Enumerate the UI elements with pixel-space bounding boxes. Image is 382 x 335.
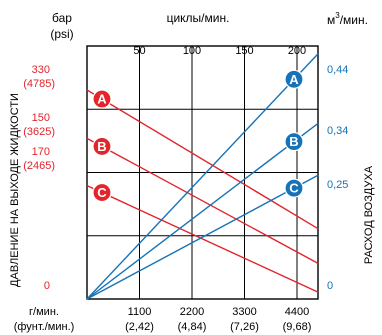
- left-axis-label: 0: [44, 280, 50, 292]
- pressure-line-c: [86, 185, 319, 293]
- right-axis-title: РАСХОД ВОЗДУХА: [363, 165, 375, 264]
- bottom-tick-label: 4400: [285, 306, 309, 318]
- right-axis-labels: 0,44 0,34 0,25 0: [327, 64, 348, 292]
- right-unit: м3/мин.: [327, 11, 368, 27]
- pressure-line-a: [86, 89, 319, 230]
- right-axis-label: 0,34: [327, 125, 348, 137]
- air-marker-a: A: [284, 69, 304, 89]
- left-axis-sublabel: (4785): [23, 78, 55, 90]
- top-axis-ticks: 50 100 150 200: [133, 45, 306, 57]
- left-axis-sublabel: (3625): [23, 126, 55, 138]
- air-marker-circle: [284, 178, 304, 198]
- pressure-marker-circle: [92, 136, 112, 157]
- bottom-tick-sublabel: (4,84): [178, 321, 207, 333]
- bottom-tick-sublabel: (9,68): [283, 321, 312, 333]
- left-axis-label: 330: [32, 64, 50, 76]
- pressure-marker-b: B: [92, 136, 112, 157]
- left-axis-labels: 330 (4785) 150 (3625) 170 (2465) 0: [23, 64, 55, 292]
- air-marker-circle: [284, 69, 304, 89]
- pressure-marker-c: C: [92, 182, 112, 203]
- right-axis-label: 0: [327, 280, 333, 292]
- air-flow-line-a: [86, 53, 319, 300]
- top-axis-title: циклы/мин.: [167, 11, 230, 25]
- right-unit-base: м: [327, 13, 335, 27]
- left-axis-sublabel: (2465): [23, 160, 55, 172]
- left-axis-title: ДАВЛЕНИЕ НА ВЫХОДЕ ЖИДКОСТИ: [9, 93, 21, 287]
- air-marker-b: B: [284, 132, 304, 152]
- pressure-marker-letter: A: [97, 92, 107, 107]
- bottom-tick-label: 1100: [128, 306, 152, 318]
- bottom-axis-ticks: 1100 (2,42) 2200 (4,84) 3300 (7,26) 4400 (9,68): [125, 306, 311, 333]
- left-axis-label: 170: [32, 146, 50, 158]
- pressure-line-b: [86, 137, 319, 264]
- air-marker-circle: [284, 132, 304, 152]
- air-marker-letter: A: [289, 72, 299, 87]
- left-unit-psi: (psi): [50, 27, 73, 41]
- left-axis-label: 150: [32, 112, 50, 124]
- pressure-marker-a: A: [92, 89, 112, 109]
- pressure-marker-circle: [92, 89, 112, 109]
- pressure-marker-letter: C: [97, 185, 107, 200]
- chart-grid: [86, 45, 319, 300]
- bottom-tick-sublabel: (7,26): [230, 321, 259, 333]
- bottom-axis-title-sub: (фунт./мин.): [14, 321, 75, 333]
- series-markers: A B C A B C: [92, 69, 304, 203]
- air-flow-line-b: [86, 122, 319, 300]
- air-marker-letter: B: [289, 134, 298, 149]
- left-unit-bar: бар: [52, 11, 72, 25]
- right-unit-tail: /мин.: [340, 13, 368, 27]
- series-lines: [86, 53, 319, 300]
- bottom-tick-label: 3300: [232, 306, 256, 318]
- air-flow-line-c: [86, 174, 319, 300]
- pressure-marker-circle: [92, 182, 112, 203]
- pressure-marker-letter: B: [97, 139, 106, 154]
- right-unit-exponent: 3: [335, 11, 340, 20]
- right-axis-label: 0,25: [327, 179, 348, 191]
- air-marker-c: C: [284, 178, 304, 198]
- bottom-tick-sublabel: (2,42): [125, 321, 154, 333]
- plot-frame: [86, 45, 319, 300]
- air-marker-letter: C: [289, 181, 299, 196]
- bottom-axis-title: г/мин.: [29, 306, 59, 318]
- bottom-tick-label: 2200: [180, 306, 204, 318]
- right-axis-label: 0,44: [327, 64, 348, 76]
